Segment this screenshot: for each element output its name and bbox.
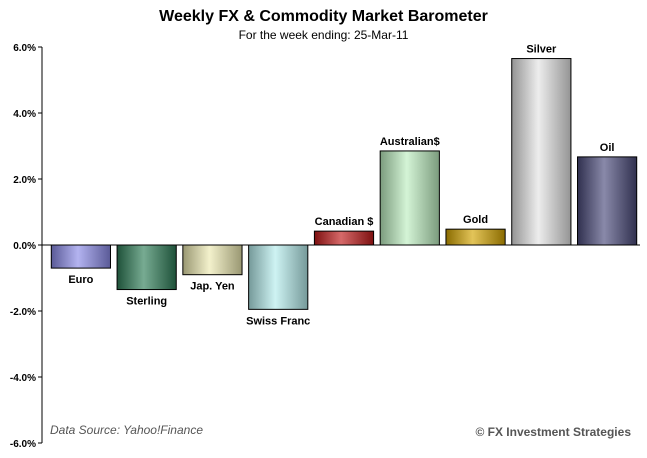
chart-title: Weekly FX & Commodity Market Barometer bbox=[159, 8, 488, 25]
y-tick-label: -4.0% bbox=[10, 373, 36, 384]
y-tick-label: 2.0% bbox=[13, 175, 36, 186]
copyright-note: © FX Investment Strategies bbox=[475, 425, 631, 439]
bar-euro bbox=[50, 244, 111, 269]
bar-label: Sterling bbox=[126, 296, 167, 308]
bar-canadian bbox=[313, 230, 375, 246]
bar-label: Oil bbox=[600, 142, 615, 154]
bar-oil bbox=[577, 156, 638, 246]
y-tick-label: 0.0% bbox=[13, 241, 36, 252]
bar-silver bbox=[511, 58, 572, 246]
y-tick-label: 6.0% bbox=[13, 43, 36, 54]
y-tick-label: -6.0% bbox=[10, 439, 36, 450]
bar-label: Jap. Yen bbox=[190, 281, 235, 293]
bar-gold bbox=[445, 228, 506, 246]
data-source-note: Data Source: Yahoo!Finance bbox=[50, 423, 203, 437]
bar-label: Euro bbox=[68, 274, 93, 286]
bar-jap-yen bbox=[182, 244, 243, 276]
bar-sterling bbox=[116, 244, 177, 291]
y-tick-label: -2.0% bbox=[10, 307, 36, 318]
bar-label: Australian$ bbox=[380, 136, 440, 148]
bar-label: Silver bbox=[526, 44, 557, 56]
bar-label: Gold bbox=[463, 214, 488, 226]
y-tick-label: 4.0% bbox=[13, 109, 36, 120]
bar-label: Canadian $ bbox=[315, 216, 374, 228]
bar-label: Swiss Franc bbox=[246, 315, 310, 327]
bar-australian bbox=[379, 150, 440, 246]
chart-subtitle: For the week ending: 25-Mar-11 bbox=[238, 28, 409, 42]
bar-swiss-franc bbox=[248, 244, 309, 310]
